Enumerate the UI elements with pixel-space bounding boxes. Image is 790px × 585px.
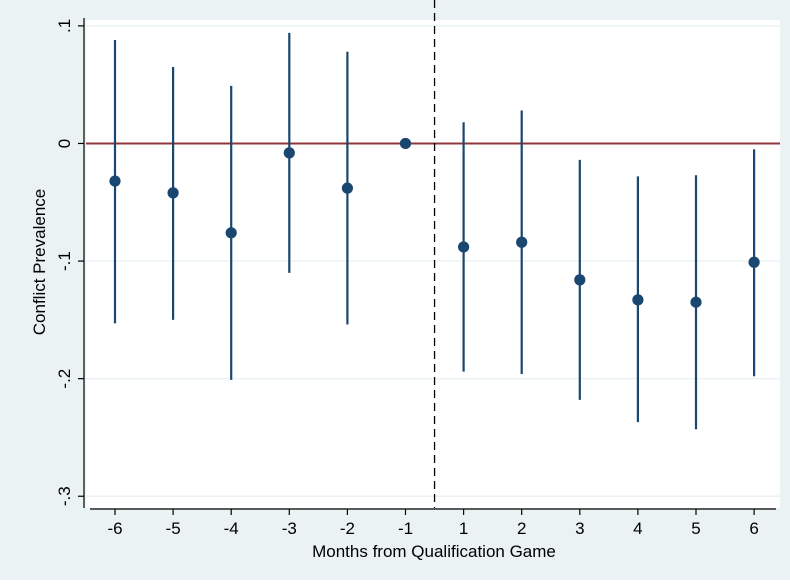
x-tick-label: 5 bbox=[691, 519, 700, 538]
point-estimate bbox=[341, 182, 353, 194]
x-tick-label: 6 bbox=[749, 519, 758, 538]
x-axis-title: Months from Qualification Game bbox=[312, 542, 556, 561]
point-estimate bbox=[516, 236, 528, 248]
point-estimate bbox=[574, 274, 586, 286]
point-estimate bbox=[748, 256, 760, 268]
reference-lines bbox=[86, 0, 780, 508]
grid-lines bbox=[86, 25, 780, 497]
x-tick-label: -2 bbox=[340, 519, 355, 538]
y-tick-label: -.1 bbox=[55, 251, 74, 271]
x-tick-label: 1 bbox=[459, 519, 468, 538]
x-tick-label: -3 bbox=[282, 519, 297, 538]
plot-area bbox=[86, 20, 780, 508]
point-estimate bbox=[283, 147, 295, 159]
x-tick-label: 4 bbox=[633, 519, 642, 538]
x-tick-label: 3 bbox=[575, 519, 584, 538]
y-tick-label: -.3 bbox=[55, 486, 74, 506]
y-tick-label: -.2 bbox=[55, 369, 74, 389]
point-estimate bbox=[458, 241, 470, 253]
point-estimate bbox=[109, 175, 121, 187]
y-tick-label: 0 bbox=[55, 139, 74, 148]
x-tick-label: -1 bbox=[398, 519, 413, 538]
x-tick-label: -6 bbox=[107, 519, 122, 538]
point-estimate bbox=[225, 227, 237, 239]
x-tick-label: 2 bbox=[517, 519, 526, 538]
data-marks bbox=[109, 32, 760, 430]
point-estimate bbox=[690, 296, 702, 308]
y-axis-title: Conflict Prevalence bbox=[30, 189, 49, 335]
point-estimate bbox=[399, 137, 412, 150]
point-estimate bbox=[167, 187, 179, 199]
axes: .1 0 -.1 -.2 -.3 -6 -5 -4 -3 -2 -1 1 2 3 4 5 6 bbox=[55, 18, 776, 538]
x-tick-label: -4 bbox=[224, 519, 239, 538]
y-tick-label: .1 bbox=[55, 19, 74, 33]
x-tick-label: -5 bbox=[166, 519, 181, 538]
point-estimate bbox=[632, 294, 644, 306]
